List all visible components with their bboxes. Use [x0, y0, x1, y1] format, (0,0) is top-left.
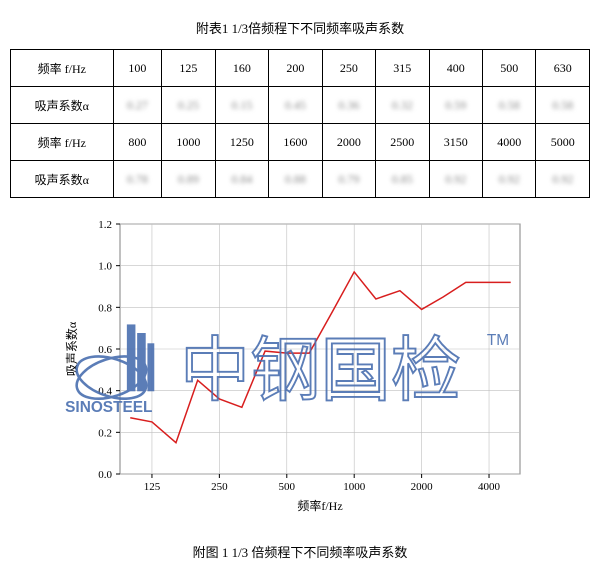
svg-text:0.4: 0.4 [98, 386, 112, 398]
table-row: 吸声系数α 0.78 0.89 0.84 0.88 0.79 0.85 0.92… [11, 161, 590, 198]
row-header: 吸声系数α [11, 161, 114, 198]
table-row: 吸声系数α 0.27 0.25 0.15 0.45 0.36 0.32 0.59… [11, 87, 590, 124]
row-header: 吸声系数α [11, 87, 114, 124]
svg-text:500: 500 [279, 481, 296, 493]
table-row: 频率 f/Hz 800 1000 1250 1600 2000 2500 315… [11, 124, 590, 161]
svg-text:1.2: 1.2 [98, 219, 112, 231]
svg-text:4000: 4000 [478, 481, 501, 493]
svg-text:吸声系数α: 吸声系数α [64, 321, 79, 376]
chart-svg: 0.0 0.2 0.4 0.6 0.8 1.0 1.2 125 250 500 1000 2000 40… [60, 214, 540, 524]
row-header: 频率 f/Hz [11, 124, 114, 161]
absorption-chart: 0.0 0.2 0.4 0.6 0.8 1.0 1.2 125 250 500 1000 2000 40… [60, 214, 540, 524]
svg-text:125: 125 [144, 481, 161, 493]
svg-text:0.8: 0.8 [98, 302, 112, 314]
svg-text:2000: 2000 [411, 481, 434, 493]
figure-caption: 附图 1 1/3 倍频程下不同频率吸声系数 [10, 542, 590, 561]
svg-text:0.0: 0.0 [98, 469, 112, 481]
svg-text:250: 250 [211, 481, 228, 493]
svg-text:0.2: 0.2 [98, 427, 112, 439]
svg-text:0.6: 0.6 [98, 344, 112, 356]
table-row: 频率 f/Hz 100 125 160 200 250 315 400 500 … [11, 50, 590, 87]
svg-text:1000: 1000 [343, 481, 366, 493]
svg-text:频率f/Hz: 频率f/Hz [297, 498, 342, 513]
svg-text:1.0: 1.0 [98, 261, 112, 273]
table-caption: 附表1 1/3倍频程下不同频率吸声系数 [10, 18, 590, 37]
absorption-table: 频率 f/Hz 100 125 160 200 250 315 400 500 … [10, 49, 590, 198]
row-header: 频率 f/Hz [11, 50, 114, 87]
